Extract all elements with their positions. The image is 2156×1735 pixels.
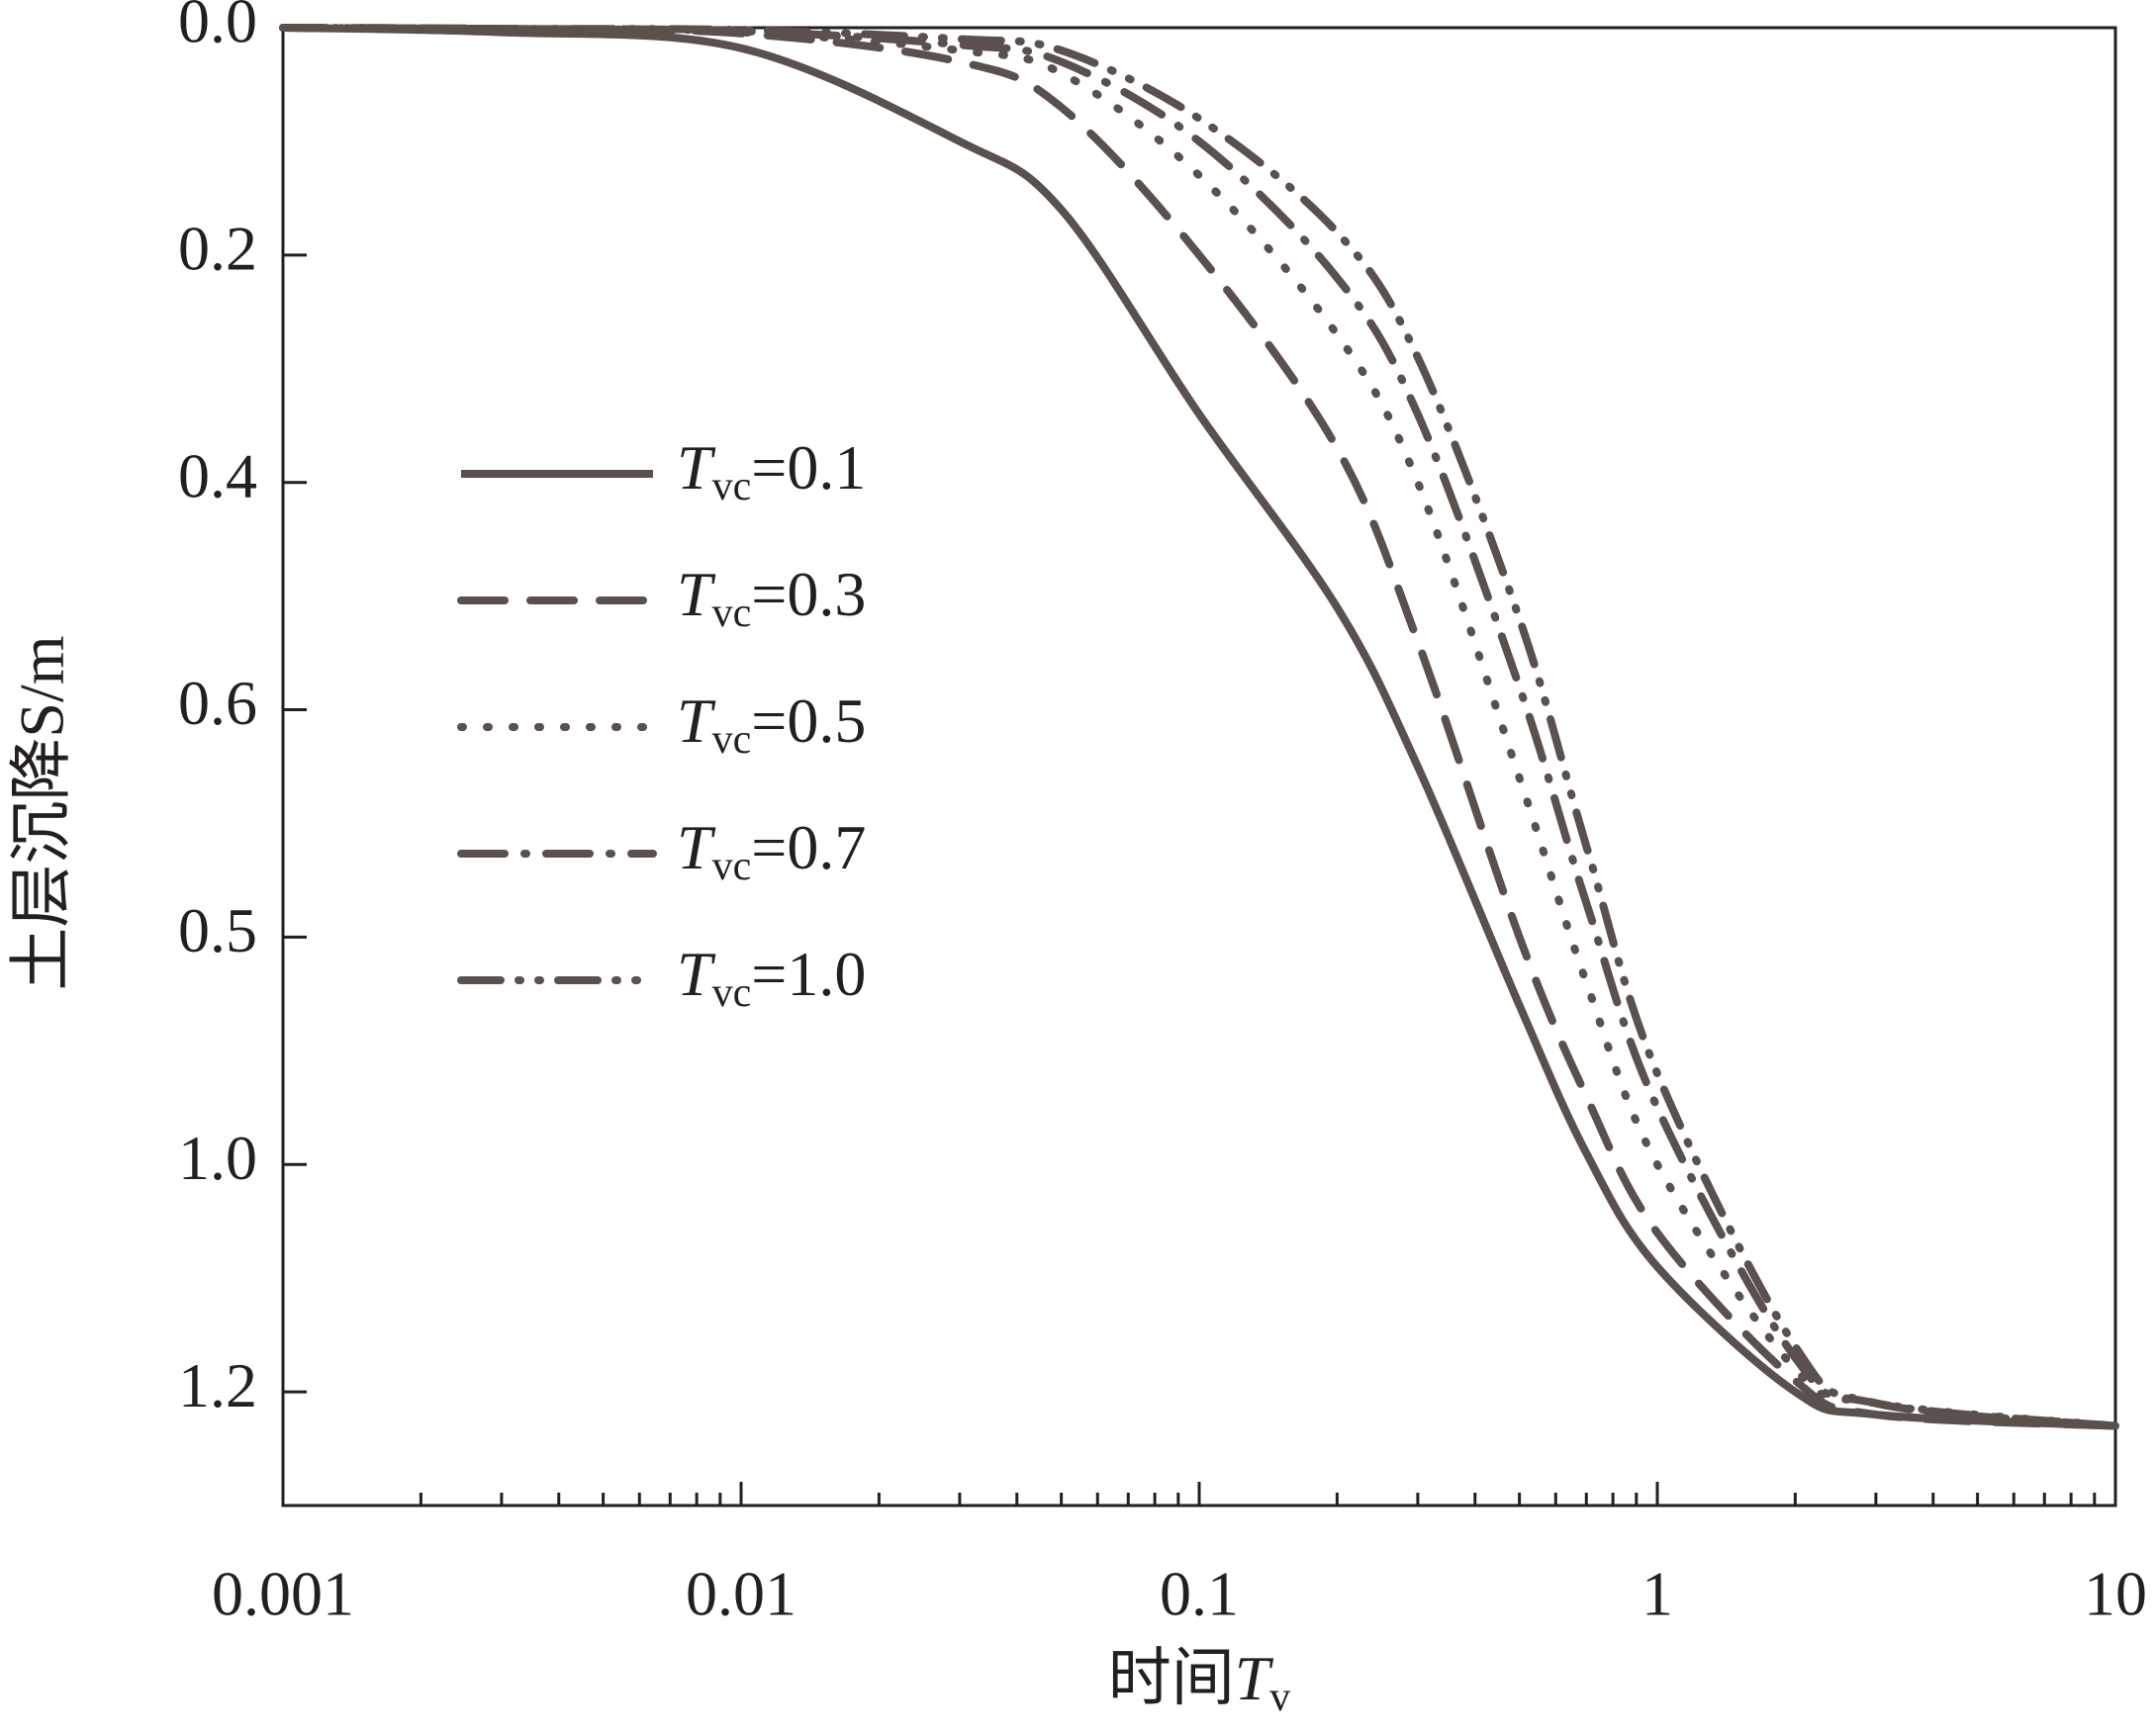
legend-label: Tvc=0.5 — [677, 685, 866, 763]
y-tick-label: 0.6 — [178, 668, 257, 738]
y-tick-label: 0.2 — [178, 214, 257, 284]
legend-label: Tvc=0.7 — [677, 812, 866, 889]
y-tick-label: 1.2 — [178, 1350, 257, 1420]
y-tick-label: 0.4 — [178, 440, 257, 510]
y-tick-label: 1.0 — [178, 1123, 257, 1193]
y-tick-label: 0.0 — [178, 0, 257, 56]
x-tick-label: 0.001 — [212, 1559, 354, 1629]
x-tick-label: 10 — [2084, 1559, 2147, 1629]
x-tick-label: 0.01 — [686, 1559, 797, 1629]
legend-label: Tvc=1.0 — [677, 939, 866, 1016]
series-line — [282, 24, 2116, 1430]
legend-label: Tvc=0.3 — [677, 559, 866, 636]
legend-label: Tvc=0.1 — [677, 432, 866, 509]
x-tick-label: 0.1 — [1160, 1559, 1239, 1629]
series-line — [279, 24, 2119, 1430]
x-axis-label: 时间Tv — [1108, 1643, 1291, 1720]
y-tick-label: 0.5 — [178, 895, 257, 965]
x-tick-label: 1 — [1641, 1559, 1673, 1629]
y-axis-label: 土层沉降S/m — [7, 635, 77, 990]
